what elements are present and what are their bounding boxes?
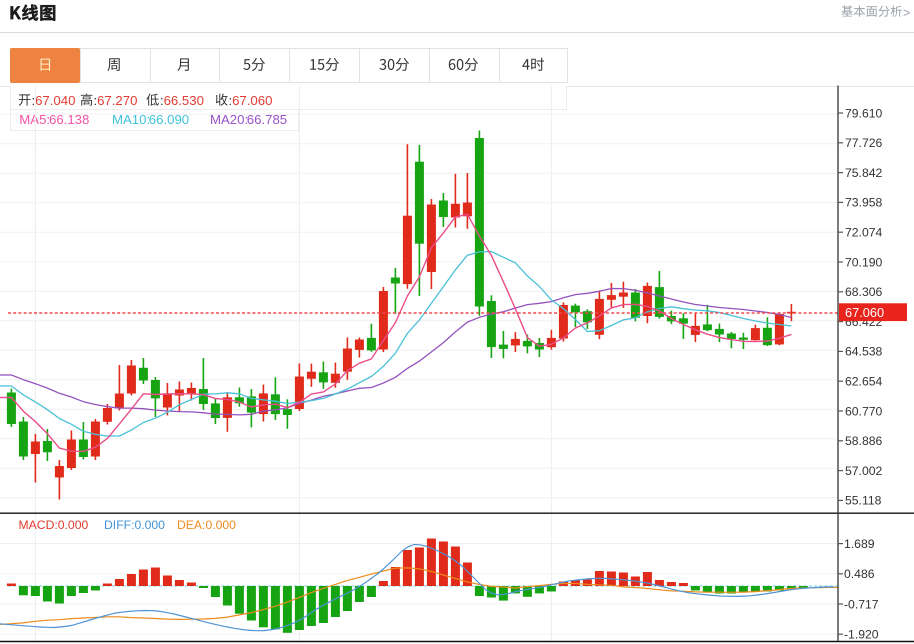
svg-text:55.118: 55.118 [845, 494, 882, 508]
svg-text:62.654: 62.654 [845, 375, 882, 389]
svg-text:72.074: 72.074 [845, 226, 882, 240]
svg-text:0.486: 0.486 [844, 567, 875, 581]
svg-text:67.060: 67.060 [845, 305, 884, 320]
svg-text:58.886: 58.886 [845, 434, 882, 448]
svg-text:57.002: 57.002 [845, 464, 882, 478]
svg-text:79.610: 79.610 [845, 106, 882, 120]
svg-text:-1.920: -1.920 [844, 628, 879, 642]
svg-text:68.306: 68.306 [845, 285, 882, 299]
svg-text:-0.717: -0.717 [844, 597, 879, 611]
svg-text:64.538: 64.538 [845, 345, 882, 359]
svg-text:60.770: 60.770 [845, 404, 882, 418]
svg-text:1.689: 1.689 [844, 537, 875, 551]
svg-text:70.190: 70.190 [845, 255, 882, 269]
svg-text:73.958: 73.958 [845, 196, 882, 210]
svg-text:75.842: 75.842 [845, 166, 882, 180]
svg-text:77.726: 77.726 [845, 136, 882, 150]
